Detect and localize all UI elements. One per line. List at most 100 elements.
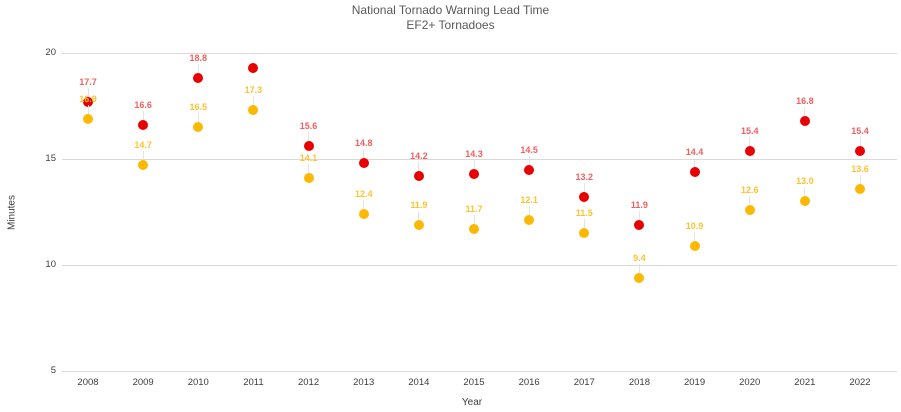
label-connector [749, 195, 751, 210]
x-tick-label: 2019 [683, 377, 706, 388]
data-point-label: 11.7 [465, 203, 483, 214]
data-point[interactable] [855, 145, 865, 156]
data-point[interactable] [855, 183, 865, 194]
x-tick-label: 2022 [849, 377, 871, 388]
x-tick-label: 2015 [463, 377, 485, 388]
data-point-label: 14.8 [354, 138, 373, 149]
data-point-label: 16.5 [189, 102, 208, 113]
data-point[interactable] [799, 115, 810, 126]
label-connector [308, 132, 310, 147]
label-connector [804, 187, 806, 202]
label-connector [694, 231, 696, 246]
data-point-label: 12.1 [520, 195, 538, 206]
data-point-label: 13.2 [575, 172, 594, 183]
label-connector [804, 106, 806, 121]
label-connector [528, 155, 530, 170]
label-connector [749, 136, 751, 151]
data-point[interactable] [579, 228, 590, 239]
data-point[interactable] [138, 120, 149, 131]
data-point[interactable] [413, 170, 424, 181]
x-tick-label: 2014 [408, 377, 430, 388]
data-point[interactable] [579, 192, 590, 203]
label-connector [363, 149, 365, 164]
data-point-label: 12.4 [354, 189, 373, 200]
data-point[interactable] [469, 168, 479, 179]
data-point[interactable] [358, 158, 369, 169]
data-point-label: 15.4 [851, 125, 869, 136]
label-connector [473, 159, 475, 174]
gridline [62, 53, 897, 54]
data-point[interactable] [689, 166, 700, 177]
x-tick-label: 2017 [573, 377, 595, 388]
x-axis-title: Year [461, 397, 483, 408]
x-tick-label: 2021 [794, 377, 816, 388]
data-point-label: 14.1 [299, 153, 318, 164]
gridline [62, 371, 897, 372]
data-point[interactable] [193, 73, 204, 84]
label-connector [418, 161, 420, 176]
data-point-label: 9.4 [633, 252, 646, 263]
label-connector [308, 164, 310, 179]
data-point-label: 14.2 [410, 150, 428, 161]
data-point-label: 17.3 [244, 85, 263, 96]
x-tick-label: 2010 [187, 377, 209, 388]
label-connector [859, 174, 861, 189]
data-point-label: 14.5 [520, 144, 538, 155]
data-point-label: 15.4 [740, 125, 759, 136]
data-point-label: 16.9 [79, 93, 97, 104]
label-connector [142, 111, 144, 126]
data-point-label: 13.6 [851, 163, 869, 174]
data-point[interactable] [303, 141, 314, 152]
chart-subtitle: EF2+ Tornadoes [406, 18, 495, 32]
data-point[interactable] [469, 223, 479, 234]
label-connector [87, 104, 89, 119]
data-point[interactable] [634, 219, 645, 230]
label-connector [528, 206, 530, 221]
data-point[interactable] [248, 62, 259, 73]
label-connector [197, 64, 199, 79]
label-connector [638, 263, 640, 278]
data-point[interactable] [358, 209, 369, 220]
label-connector [473, 214, 475, 229]
data-point[interactable] [193, 122, 204, 133]
x-tick-label: 2011 [243, 377, 264, 388]
data-point[interactable] [138, 160, 149, 171]
y-axis-title: Minutes [6, 195, 18, 231]
data-point[interactable] [248, 105, 259, 116]
gridline [62, 265, 897, 266]
label-connector [87, 87, 89, 102]
label-connector [583, 219, 585, 234]
data-point[interactable] [413, 219, 424, 230]
data-point[interactable] [83, 96, 93, 107]
y-tick-label: 5 [50, 365, 56, 376]
x-tick-label: 2016 [518, 377, 540, 388]
y-tick-label: 10 [45, 259, 56, 270]
data-point-label: 16.6 [134, 100, 152, 111]
x-tick-label: 2008 [77, 377, 99, 388]
label-connector [694, 157, 696, 172]
data-point-label: 11.5 [575, 208, 593, 219]
label-connector [859, 136, 861, 151]
label-connector [583, 183, 585, 198]
y-tick-label: 20 [45, 47, 56, 58]
label-connector [142, 151, 144, 166]
data-point-label: 13.0 [796, 176, 814, 187]
data-point[interactable] [524, 215, 535, 226]
data-point-label: 14.7 [134, 140, 152, 151]
label-connector [638, 210, 640, 225]
data-point[interactable] [634, 272, 645, 283]
data-point-label: 10.9 [685, 220, 704, 231]
label-connector [252, 96, 254, 111]
data-point[interactable] [524, 164, 535, 175]
data-point[interactable] [689, 240, 700, 251]
data-point[interactable] [303, 173, 314, 184]
data-point[interactable] [83, 113, 93, 124]
label-connector [418, 210, 420, 225]
data-point[interactable] [744, 145, 755, 156]
data-point-label: 17.7 [79, 76, 97, 87]
x-tick-label: 2013 [353, 377, 375, 388]
chart-title-block: National Tornado Warning Lead Time EF2+ … [0, 3, 901, 33]
data-point[interactable] [744, 204, 755, 215]
data-point[interactable] [799, 196, 810, 207]
